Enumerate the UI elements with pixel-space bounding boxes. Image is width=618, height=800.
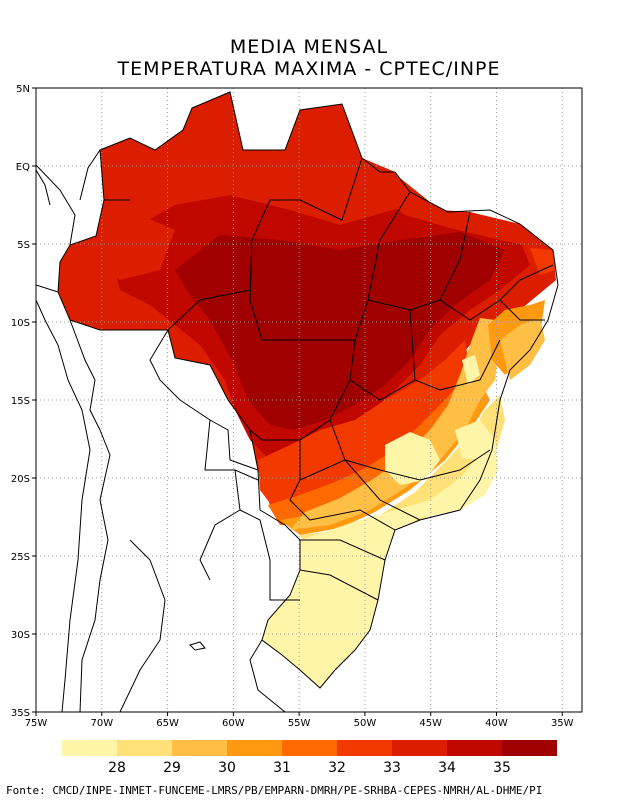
legend-swatch xyxy=(117,740,172,756)
lake-marker xyxy=(189,641,206,651)
lon-tick-label: 60W xyxy=(222,718,245,729)
field-28-espirito xyxy=(455,420,495,460)
legend-label: 34 xyxy=(438,760,456,776)
temperature-map: 5N EQ 5S 10S 15S 20S 25S 30S 35S 75W 70W 65W 60W 55W… xyxy=(11,84,583,776)
lat-tick-label: 25S xyxy=(11,552,30,563)
map-grid xyxy=(36,88,582,712)
field-ne-tip xyxy=(530,248,556,275)
lon-tick-label: 45W xyxy=(419,718,442,729)
lat-tick-label: 10S xyxy=(11,318,30,329)
lat-tick-label: 15S xyxy=(11,396,30,407)
lon-tick-label: 75W xyxy=(25,718,48,729)
neighbor-borders xyxy=(36,149,300,712)
map-title-line2: TEMPERATURA MAXIMA - CPTEC/INPE xyxy=(117,58,501,80)
field-33 xyxy=(258,340,470,510)
legend-label: 30 xyxy=(218,760,236,776)
legend-swatch xyxy=(62,740,117,756)
lat-tick-label: 35S xyxy=(11,708,30,719)
temperature-field xyxy=(58,92,556,688)
legend-label: 29 xyxy=(163,760,181,776)
legend-label: 32 xyxy=(328,760,346,776)
field-28-bahia xyxy=(462,355,480,385)
brazil-outline xyxy=(57,91,559,689)
legend-swatch xyxy=(502,740,557,756)
coast-south-america xyxy=(36,169,91,712)
coastlines-borders xyxy=(36,91,559,712)
legend-label: 31 xyxy=(273,760,291,776)
lon-tick-label: 65W xyxy=(156,718,179,729)
legend-swatch xyxy=(282,740,337,756)
lon-tick-label: 70W xyxy=(90,718,113,729)
state-borders xyxy=(167,157,554,601)
legend-label: 33 xyxy=(383,760,401,776)
legend-label: 35 xyxy=(493,760,511,776)
lat-tick-label: 30S xyxy=(11,630,30,641)
field-36 xyxy=(175,232,505,430)
field-north-coast xyxy=(365,178,545,250)
legend-swatch xyxy=(447,740,502,756)
field-amazon-west xyxy=(95,215,175,280)
lon-tick-label: 55W xyxy=(288,718,311,729)
legend-swatch xyxy=(227,740,282,756)
field-30 xyxy=(290,318,500,530)
lat-tick-label: 5S xyxy=(17,240,30,251)
color-legend: 28 29 30 31 32 33 34 35 xyxy=(62,740,557,776)
source-credit: Fonte: CMCD/INPE-INMET-FUNCEME-LMRS/PB/E… xyxy=(6,784,543,797)
legend-label: 28 xyxy=(108,760,126,776)
lat-tick-label: 5N xyxy=(16,84,30,95)
legend-swatch xyxy=(172,740,227,756)
legend-swatch xyxy=(337,740,392,756)
longitude-axis: 75W 70W 65W 60W 55W 50W 45W 40W 35W xyxy=(25,712,574,729)
field-east-coast-30 xyxy=(500,318,545,380)
lon-tick-label: 40W xyxy=(485,718,508,729)
map-title-line1: MEDIA MENSAL xyxy=(229,36,389,58)
lon-tick-label: 50W xyxy=(354,718,377,729)
field-28-minas xyxy=(385,432,440,485)
legend-swatch xyxy=(392,740,447,756)
lat-tick-label: 20S xyxy=(11,474,30,485)
field-28-south xyxy=(262,440,498,688)
lat-tick-label: EQ xyxy=(16,162,30,173)
latitude-axis: 5N EQ 5S 10S 15S 20S 25S 30S 35S xyxy=(11,84,36,719)
lon-tick-label: 35W xyxy=(551,718,574,729)
field-32 xyxy=(268,380,470,525)
